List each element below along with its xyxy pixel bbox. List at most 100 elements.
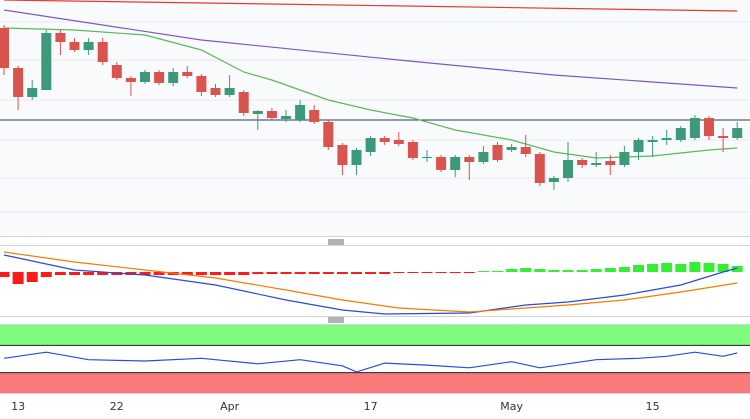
candle-body [323,122,334,147]
macd-bar [661,263,673,272]
candle-body [520,147,531,154]
macd-bar [717,264,729,272]
macd-bar [210,272,221,275]
x-tick-label: May [500,400,523,413]
candle-body [309,110,320,122]
macd-bar [675,264,687,272]
macd-bar [506,269,518,272]
moving-average [3,27,738,159]
macd-bar [322,272,334,274]
moving-average [3,9,738,89]
macd-bar [294,272,306,274]
candle-body [154,72,165,83]
macd-bar [604,268,616,272]
macd-bar [492,271,503,272]
candle-body [266,111,277,118]
candle-body [393,140,404,144]
candle-body [506,147,517,150]
x-tick-label: 13 [11,400,25,413]
macd-panel [0,246,750,316]
candle-body [365,138,376,152]
macd-bar [195,272,207,275]
candle-body [407,142,418,158]
candle-body [125,78,136,82]
macd-bar [576,270,588,272]
candle-body [182,72,193,76]
candle-body [689,118,700,138]
candle-body [238,92,249,113]
resize-handle[interactable] [328,317,344,323]
candle-body [13,68,24,97]
macd-bar [336,272,348,274]
macd-bar [520,268,532,272]
candle-body [422,157,432,158]
macd-bar [590,269,602,272]
candle-body [605,161,616,165]
macd-bar [379,272,391,274]
candle-body [140,72,150,82]
macd-bar [308,272,320,274]
moving-average [3,0,738,12]
macd-bar [689,262,701,272]
macd-bar [731,266,743,272]
candle-body [0,28,9,68]
candle-body [450,157,461,170]
rsi-line [3,351,738,373]
macd-bar [69,272,80,275]
candle-body [478,152,489,162]
candle-body [492,145,503,160]
candle-body [337,145,348,165]
macd-bar [26,272,38,282]
candle-body [591,163,602,165]
macd-bar [181,272,193,275]
candle-body [224,88,235,95]
rsi-band [0,372,750,393]
candle-body [83,42,94,50]
macd-bar [548,270,560,272]
resize-handle[interactable] [328,239,344,245]
macd-bar [618,267,630,272]
macd-bar [449,272,461,273]
rsi-band [0,325,750,346]
macd-bar [435,272,447,273]
macd-bar [477,271,489,272]
macd-bar [54,272,66,275]
macd-bar [0,272,10,277]
candle-body [619,152,630,165]
macd-bar [365,272,377,274]
candle-body [633,140,644,152]
macd-line [3,251,738,313]
candle-body [379,138,390,142]
candle-body [27,88,38,97]
candle-body [647,140,658,142]
candle-body [196,76,207,92]
macd-bar [393,272,405,273]
candle-body [351,150,362,165]
candle-body [436,157,447,170]
macd-bar [633,265,644,272]
macd-bar [703,263,715,272]
candle-body [281,116,291,119]
x-tick-label: Apr [220,400,240,413]
candle-body [252,111,263,114]
candle-body [55,33,66,42]
macd-bar [97,272,109,275]
candle-body [732,128,743,138]
candle-body [168,72,179,83]
macd-bar [647,264,659,272]
candle-body [210,88,221,95]
macd-bar [351,272,362,274]
candle-body [548,178,559,182]
candle-body [69,42,80,50]
macd-bar [40,272,52,277]
macd-bar [421,272,433,273]
macd-bar [463,272,475,273]
macd-bar [266,272,278,274]
candle-body [295,105,306,120]
macd-bar [562,270,574,272]
macd-bar [139,272,151,275]
candle-body [661,138,672,140]
macd-bar [83,272,95,275]
candle-body [41,33,52,90]
